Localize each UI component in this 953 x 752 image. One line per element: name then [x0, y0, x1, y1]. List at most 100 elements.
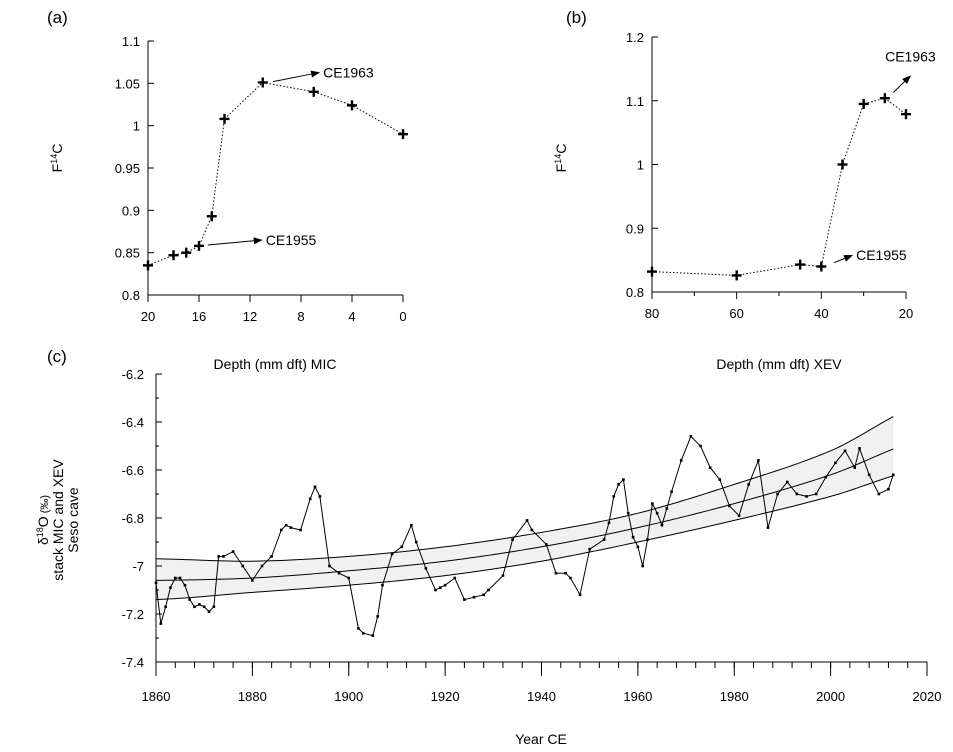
panel-c-x-tick-label: 1920 — [431, 689, 460, 704]
panel-c-data-point — [814, 492, 818, 496]
panel-c-data-point — [390, 552, 394, 556]
panel-c-data-point — [188, 598, 192, 601]
panel-c-data-point — [631, 535, 635, 539]
panel-c-data-point — [164, 605, 167, 609]
panel-a-data-point — [257, 77, 268, 88]
panel-c-data-point — [361, 631, 365, 635]
panel-c-data-point — [891, 473, 895, 477]
panel-a-y-tick-label: 0.95 — [115, 161, 140, 176]
panel-c-x-tick-label: 1860 — [142, 689, 171, 704]
panel-b-x-tick-label: 20 — [899, 306, 913, 321]
panel-c-ylabel-sup: 18 — [35, 527, 45, 537]
panel-b-ylabel-main: F — [553, 164, 569, 173]
panel-b-annotations: CE1963 CE1955 — [833, 48, 936, 264]
panel-c-data-point — [853, 466, 857, 469]
panel-c-data-point — [178, 576, 182, 580]
panel-c-x-tick-label: 1960 — [623, 689, 652, 704]
panel-b-ylabel-tail: C — [553, 144, 569, 154]
panel-a-ylabel: F14C — [49, 144, 65, 173]
panel-a-y-tick-label: 0.8 — [122, 288, 140, 303]
panel-c-trend-upper — [155, 416, 894, 562]
panel-b-y-tick-label: 0.8 — [626, 285, 644, 300]
panel-c-data-point — [824, 475, 828, 479]
panel-b-arrow-ce1955 — [833, 257, 845, 264]
panel-c-data-point — [482, 593, 485, 597]
panel-a-data-point — [143, 260, 153, 271]
panel-c-ylabel-line2: stack MIC and XEV — [50, 459, 66, 581]
panel-c-data-point — [328, 564, 331, 568]
panel-b-arrowhead-ce1955 — [843, 255, 854, 262]
panel-c-data-point — [270, 555, 273, 558]
panel-c-data-point — [795, 492, 799, 496]
panel-c-data-point — [646, 538, 649, 541]
panel-c-data-point — [708, 466, 712, 469]
panel-c-data-point — [785, 480, 789, 484]
panel-b-x-tick-label: 80 — [645, 306, 659, 321]
panel-a-ylabel-tail: C — [49, 144, 65, 154]
panel-c-data-point — [805, 495, 808, 498]
panel-c-data-point — [289, 526, 293, 529]
panel-c-data-point — [487, 588, 490, 592]
panel-b-points — [647, 93, 911, 281]
panel-c-data-point — [525, 519, 529, 522]
panel-a-y-tick-label: 0.9 — [122, 203, 140, 218]
panel-c-data-point — [381, 583, 384, 587]
panel-c-data-point — [665, 507, 669, 510]
panel-c-ylabel-o: O — [35, 516, 51, 527]
panel-c-data-point — [607, 521, 611, 525]
panel-c-data-point — [376, 615, 379, 618]
panel-c-data-point — [554, 571, 558, 575]
panel-a-data-point — [308, 86, 319, 97]
panel-a-data-point — [168, 250, 179, 261]
panel-c-data-point — [689, 435, 693, 438]
panel-c-data-point — [511, 538, 514, 541]
panel-a-y-tick-label: 1.05 — [115, 76, 140, 91]
panel-b-y-tick-label: 0.9 — [626, 221, 644, 236]
panel-c-data-point — [284, 523, 288, 527]
panel-c-data-point — [198, 603, 201, 606]
panel-b-data-point — [816, 261, 827, 272]
panel-c-data-point — [400, 545, 404, 549]
panel-c-ylabel-line3: Seso cave — [65, 487, 81, 553]
panel-b-data-point — [879, 93, 890, 104]
panel-c-data-point — [463, 598, 466, 601]
panel-a-data-point — [219, 113, 230, 124]
panel-a-x-tick-label: 8 — [297, 309, 304, 324]
panel-b-x-tick-label: 40 — [814, 306, 828, 321]
panel-a-ylabel-main: F — [49, 164, 65, 173]
panel-a-annotation-ce1963: CE1963 — [323, 64, 374, 80]
panel-c-confidence-band — [156, 416, 894, 600]
panel-c-band-group — [156, 416, 894, 600]
panel-c-ylabel-unit: (‰) — [39, 495, 51, 516]
panel-c-data-point — [173, 576, 177, 580]
panel-c-data-point — [651, 502, 654, 505]
panel-b-x-tick-label: 60 — [729, 306, 743, 321]
panel-c-data-point — [578, 593, 582, 597]
panel-b-label: (b) — [566, 8, 587, 27]
panel-c-data-point — [858, 447, 861, 450]
panel-c-data-point — [193, 605, 196, 609]
panel-b-data-point — [837, 159, 848, 170]
panel-c-data-point — [530, 528, 534, 532]
panel-c-data-point — [564, 571, 567, 575]
panel-a-data-point — [347, 100, 357, 111]
panel-c-data-point — [588, 547, 591, 551]
panel-a-ylabel-sup: 14 — [49, 154, 59, 164]
panel-c-data-point — [231, 550, 235, 553]
panel-c-data-point — [728, 504, 731, 508]
panel-c-label: (c) — [47, 347, 67, 366]
panel-c-data-point — [337, 571, 341, 575]
panel-c-y-tick-label: -6.2 — [122, 367, 144, 382]
panel-c-y-tick-label: -6.6 — [122, 463, 144, 478]
panel-a-x-tick-label: 0 — [399, 309, 406, 324]
panel-c-data-point — [202, 605, 206, 609]
panel-a-data-point — [181, 247, 192, 258]
panel-c-data-point — [617, 483, 620, 486]
panel-b-annotation-ce1955: CE1955 — [856, 247, 907, 263]
panel-c-data-point — [737, 514, 741, 517]
panel-a-xlabel: Depth (mm dft) MIC — [214, 356, 337, 372]
panel-c-data-point — [670, 490, 673, 493]
panel-a-annotations: CE1963 CE1955 — [207, 64, 374, 248]
panel-c-x-tick-label: 1900 — [334, 689, 363, 704]
panel-c-trend-lines — [155, 416, 894, 601]
